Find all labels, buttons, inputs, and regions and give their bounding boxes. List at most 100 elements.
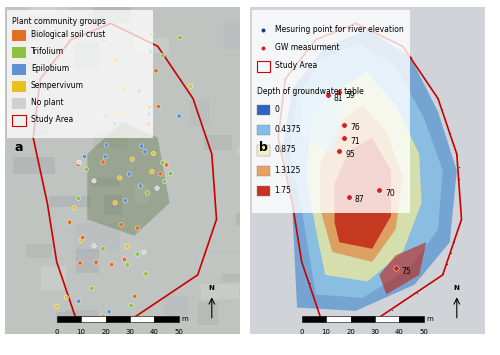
Text: 20: 20: [346, 329, 355, 335]
Point: [284, 174, 292, 180]
Polygon shape: [250, 7, 485, 334]
Bar: [56, 316, 81, 322]
Text: b: b: [260, 141, 268, 154]
Point: [116, 175, 124, 181]
Text: 87: 87: [354, 195, 364, 204]
Point: [100, 38, 108, 44]
FancyBboxPatch shape: [8, 10, 153, 138]
Point: [439, 271, 447, 277]
Text: 30: 30: [370, 329, 380, 335]
Point: [162, 162, 170, 168]
Polygon shape: [302, 79, 344, 154]
Polygon shape: [290, 43, 442, 298]
Bar: [302, 316, 326, 322]
Point: [260, 45, 268, 51]
Point: [120, 87, 128, 92]
Point: [399, 43, 407, 49]
Point: [116, 82, 124, 88]
Bar: [257, 165, 270, 176]
Point: [123, 243, 131, 249]
Point: [158, 160, 166, 165]
Point: [454, 227, 462, 233]
Polygon shape: [76, 223, 120, 253]
Polygon shape: [380, 242, 426, 295]
Point: [77, 237, 85, 243]
Bar: [12, 64, 26, 75]
Bar: [257, 125, 270, 136]
Polygon shape: [204, 135, 232, 151]
Point: [125, 171, 133, 177]
Point: [120, 257, 128, 262]
Text: m: m: [181, 316, 188, 322]
Bar: [12, 98, 26, 109]
Point: [448, 140, 456, 146]
Point: [160, 179, 168, 184]
Text: Epilobium: Epilobium: [31, 64, 69, 73]
Text: 95: 95: [345, 149, 355, 159]
Point: [280, 87, 287, 93]
FancyBboxPatch shape: [252, 10, 410, 213]
Point: [99, 159, 107, 165]
Text: No plant: No plant: [31, 98, 64, 107]
Point: [142, 271, 150, 277]
Polygon shape: [236, 213, 272, 225]
Polygon shape: [134, 38, 169, 53]
Point: [434, 95, 442, 100]
Text: 0: 0: [54, 329, 59, 335]
Point: [186, 83, 194, 89]
Point: [314, 304, 322, 309]
Point: [371, 31, 379, 36]
Polygon shape: [104, 195, 122, 215]
Point: [74, 162, 82, 168]
Text: Depth of groundwater table: Depth of groundwater table: [257, 87, 364, 96]
Point: [82, 166, 90, 172]
Point: [454, 164, 462, 170]
Point: [406, 54, 414, 60]
Text: 40: 40: [395, 329, 404, 335]
Point: [438, 106, 446, 112]
Bar: [257, 61, 270, 72]
Point: [375, 187, 384, 193]
Point: [294, 235, 302, 241]
Point: [287, 69, 295, 74]
Point: [150, 151, 158, 156]
Text: Trifolium: Trifolium: [31, 47, 64, 56]
Text: 76: 76: [350, 124, 360, 132]
Point: [134, 251, 141, 257]
Point: [344, 23, 352, 29]
Polygon shape: [164, 296, 188, 319]
Text: Mesuring point for river elevation: Mesuring point for river elevation: [274, 26, 404, 34]
Point: [426, 280, 434, 286]
Point: [275, 124, 283, 129]
Point: [360, 25, 368, 31]
Bar: [375, 316, 400, 322]
Point: [74, 195, 82, 201]
Point: [144, 190, 152, 196]
Point: [390, 38, 398, 44]
Point: [108, 262, 116, 267]
Point: [352, 314, 360, 320]
Point: [412, 290, 420, 296]
Polygon shape: [135, 184, 148, 204]
Point: [328, 315, 336, 320]
Bar: [326, 316, 350, 322]
Text: m: m: [426, 316, 433, 322]
Point: [176, 35, 184, 40]
Point: [102, 142, 110, 148]
Text: a: a: [14, 141, 23, 154]
Point: [111, 200, 119, 206]
Bar: [81, 316, 106, 322]
Point: [260, 27, 268, 33]
Point: [454, 176, 462, 182]
Text: 40: 40: [150, 329, 159, 335]
Polygon shape: [320, 105, 403, 262]
Point: [134, 225, 141, 231]
Polygon shape: [222, 273, 264, 282]
Point: [308, 292, 316, 298]
Polygon shape: [306, 72, 422, 282]
Polygon shape: [238, 146, 259, 154]
Point: [111, 58, 119, 63]
Point: [152, 68, 160, 74]
Point: [306, 280, 314, 286]
Point: [351, 20, 359, 25]
